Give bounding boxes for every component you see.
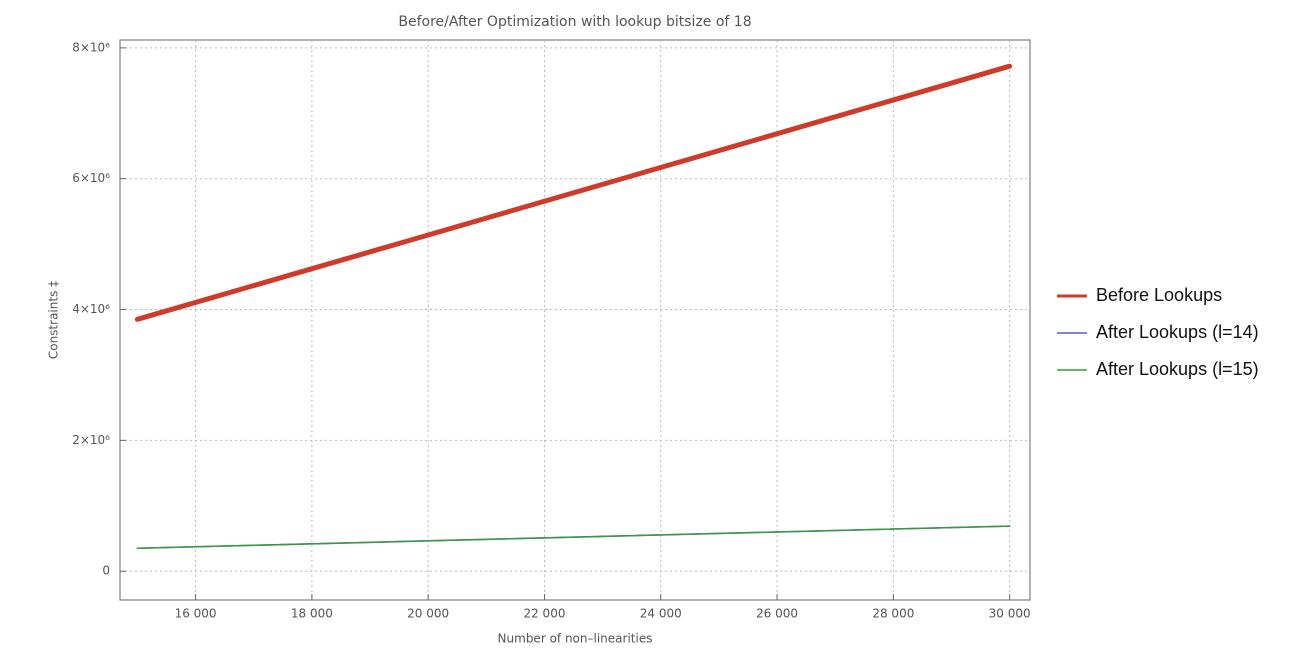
legend-label: After Lookups (l=14) — [1096, 322, 1259, 342]
legend-label: After Lookups (l=15) — [1096, 359, 1259, 379]
y-tick-label: 8×10⁶ — [72, 40, 110, 54]
y-tick-label: 4×10⁶ — [72, 302, 110, 316]
x-tick-label: 22 000 — [523, 607, 565, 621]
data-line — [134, 63, 1013, 322]
x-tick-label: 16 000 — [175, 607, 217, 621]
x-tick-label: 18 000 — [291, 607, 333, 621]
y-tick-label: 2×10⁶ — [72, 433, 110, 447]
x-tick-label: 30 000 — [989, 607, 1031, 621]
y-tick-label: 0 — [102, 564, 110, 578]
x-tick-label: 26 000 — [756, 607, 798, 621]
y-axis-label: Constraints ‡ — [47, 281, 61, 359]
x-tick-label: 20 000 — [407, 607, 449, 621]
plot-frame — [119, 39, 1031, 601]
x-axis-label: Number of non–linearities — [498, 632, 653, 646]
y-tick-label: 6×10⁶ — [72, 171, 110, 185]
x-tick-label: 24 000 — [640, 607, 682, 621]
chart-title: Before/After Optimization with lookup bi… — [398, 14, 751, 30]
legend-label: Before Lookups — [1096, 285, 1222, 305]
x-tick-label: 28 000 — [872, 607, 914, 621]
data-line — [136, 525, 1011, 550]
